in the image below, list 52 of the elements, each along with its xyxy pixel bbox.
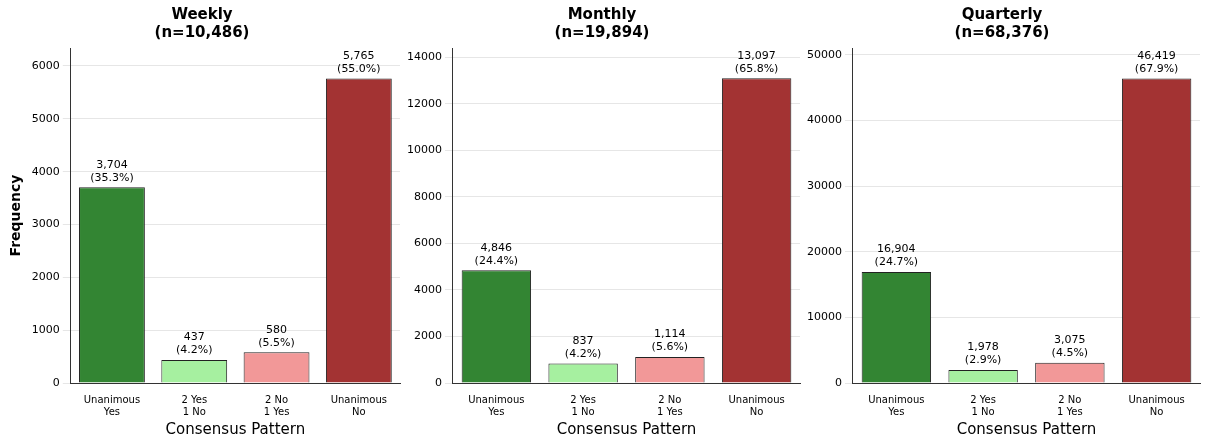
y-tick-label: 40000 [806,113,842,127]
y-tick-label: 14000 [406,50,442,64]
x-tick-label: 2 No 1 Yes [263,393,290,417]
data-label: 1,114 (5.6%) [651,327,689,354]
x-tick-label: 2 Yes 1 No [570,393,596,417]
x-tick-label: Unanimous No [728,393,785,417]
data-label: 5,765 (55.0%) [337,48,381,75]
data-label: 3,075 (4.5%) [1051,333,1089,360]
y-tick-label: 8000 [413,189,442,203]
chart-title: Monthly (n=19,894) [554,4,650,41]
y-tick-label: 6000 [413,236,442,250]
x-tick-label: 2 Yes 1 No [970,393,996,417]
y-tick-label: 20000 [806,244,842,258]
y-tick-label: 5000 [31,111,60,125]
data-label: 1,978 (2.9%) [964,340,1002,367]
x-tick-label: 2 No 1 Yes [1057,393,1083,417]
y-tick-label: 12000 [406,96,442,110]
y-tick-label: 10000 [406,143,442,157]
y-tick-label: 50000 [806,47,842,61]
x-axis-title: Consensus Pattern [556,419,697,438]
data-label: 16,904 (24.7%) [874,242,919,269]
data-label: 580 (5.5%) [258,322,295,349]
y-tick-label: 0 [52,375,60,389]
y-tick-label: 0 [434,375,442,389]
x-tick-label: 2 No 1 Yes [657,393,683,417]
data-label: 46,419 (67.9%) [1134,48,1179,75]
y-tick-label: 3000 [31,217,60,231]
x-axis-title: Consensus Pattern [956,419,1097,438]
x-tick-label: Unanimous Yes [868,393,925,417]
x-tick-label: Unanimous No [330,393,388,417]
y-tick-label: 2000 [413,329,442,343]
y-tick-label: 2000 [31,270,60,284]
y-tick-label: 1000 [31,323,60,337]
y-tick-label: 30000 [806,179,842,193]
chart-title: Quarterly (n=68,376) [954,4,1050,41]
y-tick-label: 0 [834,375,842,389]
y-tick-label: 10000 [806,310,842,324]
x-tick-label: Unanimous Yes [468,393,525,417]
x-tick-label: 2 Yes 1 No [181,393,208,417]
data-label: 4,846 (24.4%) [474,240,519,267]
data-label: 837 (4.2%) [564,333,602,360]
y-tick-label: 6000 [31,58,60,72]
y-tick-label: 4000 [413,282,442,296]
chart-title: Weekly (n=10,486) [154,4,250,41]
data-label: 437 (4.2%) [175,330,213,357]
x-axis-title: Consensus Pattern [165,419,306,438]
y-tick-label: 4000 [31,164,60,178]
x-tick-label: Unanimous No [1128,393,1185,417]
data-label: 3,704 (35.3%) [90,157,134,184]
x-tick-label: Unanimous Yes [83,393,141,417]
data-label: 13,097 (65.8%) [734,48,779,75]
y-axis-title: Frequency [7,174,24,257]
